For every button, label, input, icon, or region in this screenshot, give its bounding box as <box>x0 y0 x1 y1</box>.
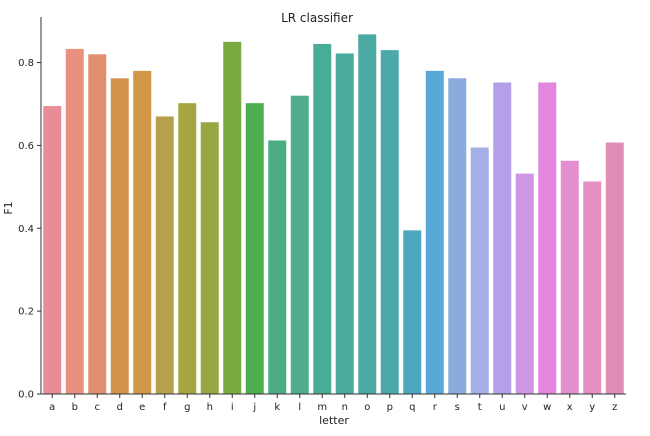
bar-u <box>493 82 512 395</box>
x-tick-label: q <box>409 402 415 413</box>
bar-n <box>335 53 354 395</box>
y-tick-label: 0.2 <box>18 307 34 318</box>
x-tick-label: h <box>207 402 213 413</box>
bar-c <box>88 54 107 394</box>
x-tick-label: s <box>455 402 460 413</box>
x-tick-label: n <box>342 402 348 413</box>
y-tick-label: 0.0 <box>18 390 34 401</box>
bar-t <box>470 147 489 394</box>
x-tick-label: a <box>49 402 55 413</box>
x-tick-label: g <box>184 402 190 413</box>
bar-a <box>43 106 62 394</box>
bar-x <box>560 160 579 394</box>
y-tick-label: 0.8 <box>18 58 34 69</box>
x-tick-label: p <box>387 402 393 413</box>
x-tick-label: c <box>95 402 101 413</box>
bar-w <box>538 82 557 395</box>
x-tick-label: i <box>231 402 234 413</box>
bar-d <box>110 78 129 394</box>
x-tick-label: r <box>433 402 438 413</box>
bar-e <box>133 70 152 395</box>
bar-b <box>65 48 84 395</box>
x-tick-label: x <box>567 402 573 413</box>
bar-o <box>358 34 377 395</box>
bar-p <box>380 50 399 394</box>
bar-s <box>448 78 467 394</box>
chart-title: LR classifier <box>281 11 353 25</box>
x-ticks-group: a b c d e f g h i j k l m n o p q r s t u v w x y z <box>49 394 617 413</box>
bar-v <box>515 173 534 394</box>
x-tick-label: k <box>274 402 280 413</box>
x-tick-label: v <box>522 402 528 413</box>
x-tick-label: j <box>252 402 256 413</box>
axes-group <box>40 17 626 395</box>
x-tick-label: f <box>163 402 167 413</box>
x-tick-label: y <box>589 402 595 413</box>
y-tick-label: 0.4 <box>18 224 34 235</box>
bar-z <box>605 142 624 394</box>
bar-h <box>200 122 219 394</box>
bar-f <box>155 116 174 395</box>
y-ticks-group: 0.0 0.2 0.4 0.6 0.8 <box>18 58 41 401</box>
bar-k <box>268 140 287 394</box>
bar-q <box>403 230 422 394</box>
x-tick-label: d <box>117 402 123 413</box>
bar-r <box>425 70 444 395</box>
bar-y <box>583 181 602 394</box>
y-tick-label: 0.6 <box>18 141 34 152</box>
bars-group <box>43 34 624 395</box>
x-tick-label: l <box>298 402 301 413</box>
x-tick-label: u <box>499 402 505 413</box>
bar-m <box>313 43 332 395</box>
bar-j <box>245 103 264 395</box>
bar-i <box>223 41 242 395</box>
bar-g <box>178 103 197 395</box>
x-tick-label: b <box>72 402 78 413</box>
x-tick-label: e <box>139 402 145 413</box>
bar-l <box>290 95 309 395</box>
x-tick-label: m <box>317 402 327 413</box>
x-tick-label: t <box>478 402 482 413</box>
y-axis-label: F1 <box>2 201 15 214</box>
x-tick-label: o <box>364 402 370 413</box>
x-tick-label: w <box>543 402 551 413</box>
x-axis-label: letter <box>319 414 349 427</box>
x-tick-label: z <box>612 402 617 413</box>
